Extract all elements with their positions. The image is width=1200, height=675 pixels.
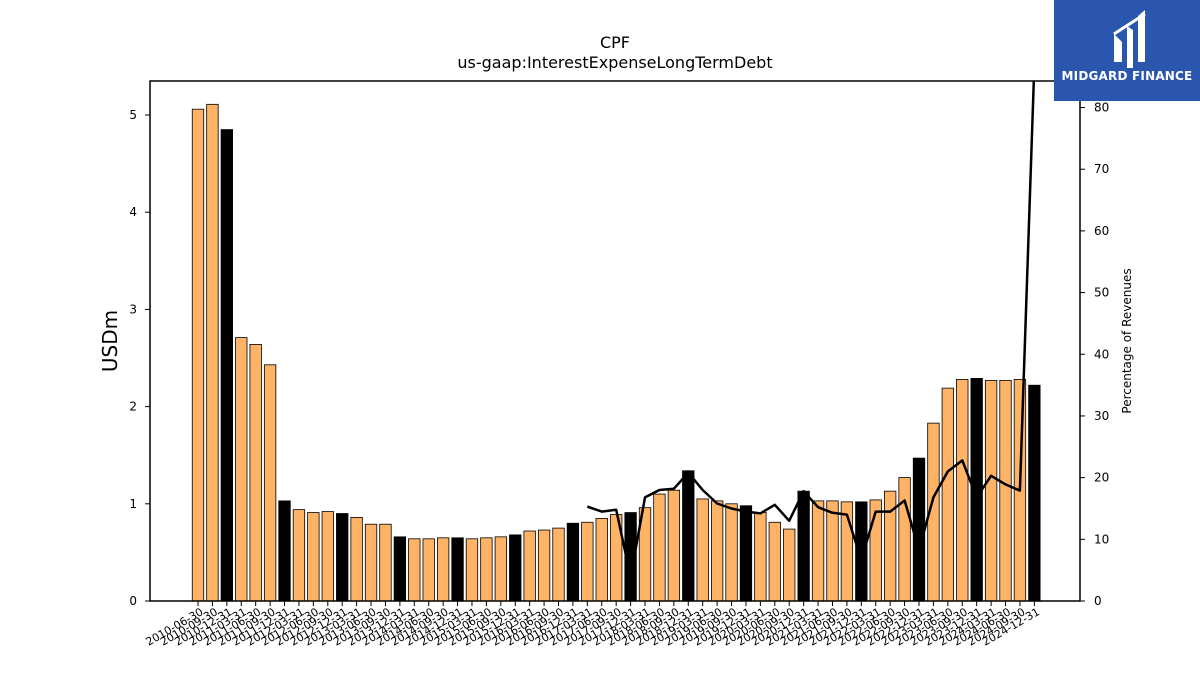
bar-2019-03-31 — [696, 498, 709, 602]
left-axis: 0 1 2 3 4 5 — [129, 108, 150, 608]
bar-2011-03-31 — [235, 337, 248, 602]
bar-2013-06-30 — [364, 523, 378, 602]
logo-text: MIDGARD FINANCE — [1061, 69, 1193, 83]
bar-2016-06-30 — [537, 529, 551, 602]
bar-2014-09-30 — [436, 537, 450, 602]
bar-2010-09-30 — [206, 103, 219, 602]
bar-2021-12-31 — [855, 501, 868, 602]
y2-axis-label: Percentage of Revenues — [1120, 268, 1134, 413]
bar-2020-03-31 — [754, 512, 767, 602]
bar-2024-06-30 — [999, 379, 1012, 602]
bar-2011-09-30 — [263, 364, 277, 602]
bar-2024-03-31 — [984, 379, 998, 602]
bar-2013-03-31 — [350, 517, 363, 602]
chart-subtitle: us-gaap:InterestExpenseLongTermDebt — [457, 53, 772, 72]
y-tick-label: 1 — [129, 497, 137, 511]
bar-2021-06-30 — [826, 500, 839, 602]
bar-2018-06-30 — [653, 493, 666, 602]
right-axis: 0 10 20 30 40 50 60 70 80 — [1080, 101, 1109, 608]
y-tick-label: 3 — [129, 302, 137, 316]
bar-2019-09-30 — [725, 503, 738, 602]
bar-2014-12-31 — [451, 537, 464, 602]
bar-2017-06-30 — [595, 517, 608, 602]
line-layer — [586, 80, 1036, 579]
y2-tick-label: 20 — [1094, 471, 1109, 485]
y-tick-label: 2 — [129, 400, 137, 414]
bar-2018-09-30 — [667, 489, 681, 602]
bar-2016-03-31 — [523, 530, 536, 602]
bar-2018-12-31 — [682, 470, 695, 602]
bar-2021-03-31 — [811, 500, 825, 602]
ratio-line — [586, 80, 1036, 579]
bar-2010-12-31 — [220, 129, 233, 602]
bar-2014-03-31 — [408, 538, 421, 602]
bar-2014-06-30 — [422, 538, 435, 602]
bars-group — [191, 103, 1041, 602]
bar-2010-06-30 — [191, 108, 205, 602]
y-tick-label: 5 — [129, 108, 137, 122]
bar-2019-06-30 — [710, 500, 724, 602]
bar-2015-09-30 — [494, 536, 507, 602]
bar-2013-09-30 — [379, 523, 392, 602]
y2-tick-label: 30 — [1094, 409, 1109, 423]
bar-2023-09-30 — [956, 378, 969, 602]
bar-2024-12-31 — [1028, 384, 1041, 602]
bar-2020-06-30 — [768, 521, 781, 602]
y-tick-label: 4 — [129, 205, 137, 219]
y2-tick-label: 40 — [1094, 347, 1109, 361]
bar-2015-12-31 — [509, 534, 522, 602]
bar-2012-12-31 — [336, 513, 349, 602]
bar-2013-12-31 — [393, 536, 407, 602]
bar-2020-12-31 — [797, 490, 810, 602]
bar-2015-06-30 — [480, 537, 493, 602]
y2-tick-label: 60 — [1094, 224, 1109, 238]
y2-tick-label: 0 — [1094, 594, 1102, 608]
bar-2020-09-30 — [783, 528, 796, 602]
y2-tick-label: 10 — [1094, 532, 1109, 546]
plot-frame — [149, 80, 1081, 602]
chart-title: CPF — [600, 33, 630, 52]
y2-tick-label: 70 — [1094, 162, 1109, 176]
bar-2011-06-30 — [249, 344, 262, 602]
bar-2012-03-31 — [292, 509, 306, 602]
bar-2012-09-30 — [321, 511, 334, 602]
bar-2016-09-30 — [552, 527, 565, 602]
bar-2019-12-31 — [739, 505, 753, 602]
bar-2015-03-31 — [465, 538, 479, 602]
brand-logo: MIDGARD FINANCE — [1054, 0, 1200, 101]
y2-tick-label: 80 — [1094, 101, 1109, 115]
bar-2016-12-31 — [566, 522, 580, 602]
bar-2012-06-30 — [307, 512, 320, 602]
x-axis: 2010-06-302010-09-302010-12-312011-03-31… — [144, 601, 1042, 649]
logo-mark-icon — [1113, 10, 1146, 68]
bar-2022-09-30 — [898, 477, 911, 602]
bar-2023-06-30 — [941, 387, 954, 602]
bar-2017-03-31 — [581, 521, 594, 602]
y-tick-label: 0 — [129, 594, 137, 608]
y-axis-label: USDm — [98, 310, 122, 372]
bar-2011-12-31 — [278, 500, 291, 602]
bar-2022-12-31 — [912, 457, 926, 602]
y2-tick-label: 50 — [1094, 286, 1109, 300]
